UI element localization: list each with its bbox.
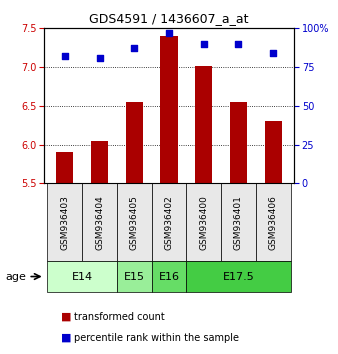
Text: E16: E16 [159,272,179,281]
Bar [195,65,212,183]
FancyBboxPatch shape [117,183,152,261]
Text: ■: ■ [61,312,71,322]
Bar [56,153,73,183]
Text: age: age [6,272,27,281]
Point [166,30,172,36]
Text: E15: E15 [124,272,145,281]
Text: E17.5: E17.5 [223,272,255,281]
Bar [126,102,143,183]
Bar [91,141,108,183]
FancyBboxPatch shape [152,261,186,292]
Text: transformed count: transformed count [74,312,165,322]
FancyBboxPatch shape [152,183,186,261]
Point [201,41,207,47]
Point [236,41,241,47]
FancyBboxPatch shape [47,261,117,292]
FancyBboxPatch shape [186,183,221,261]
FancyBboxPatch shape [221,183,256,261]
Text: GDS4591 / 1436607_a_at: GDS4591 / 1436607_a_at [89,12,249,25]
Point [62,53,68,59]
Text: GSM936400: GSM936400 [199,195,208,250]
Text: GSM936404: GSM936404 [95,195,104,250]
FancyBboxPatch shape [117,261,152,292]
Bar [265,121,282,183]
Text: percentile rank within the sample: percentile rank within the sample [74,333,239,343]
Text: E14: E14 [72,272,93,281]
FancyBboxPatch shape [256,183,291,261]
Text: GSM936403: GSM936403 [60,195,69,250]
Point [270,50,276,56]
Point [97,55,102,61]
Text: ■: ■ [61,333,71,343]
FancyBboxPatch shape [186,261,291,292]
Bar [230,102,247,183]
Bar [160,36,178,183]
Text: GSM936402: GSM936402 [165,195,173,250]
FancyBboxPatch shape [82,183,117,261]
Point [131,46,137,51]
Text: GSM936401: GSM936401 [234,195,243,250]
FancyBboxPatch shape [47,183,82,261]
Text: GSM936405: GSM936405 [130,195,139,250]
Text: GSM936406: GSM936406 [269,195,278,250]
